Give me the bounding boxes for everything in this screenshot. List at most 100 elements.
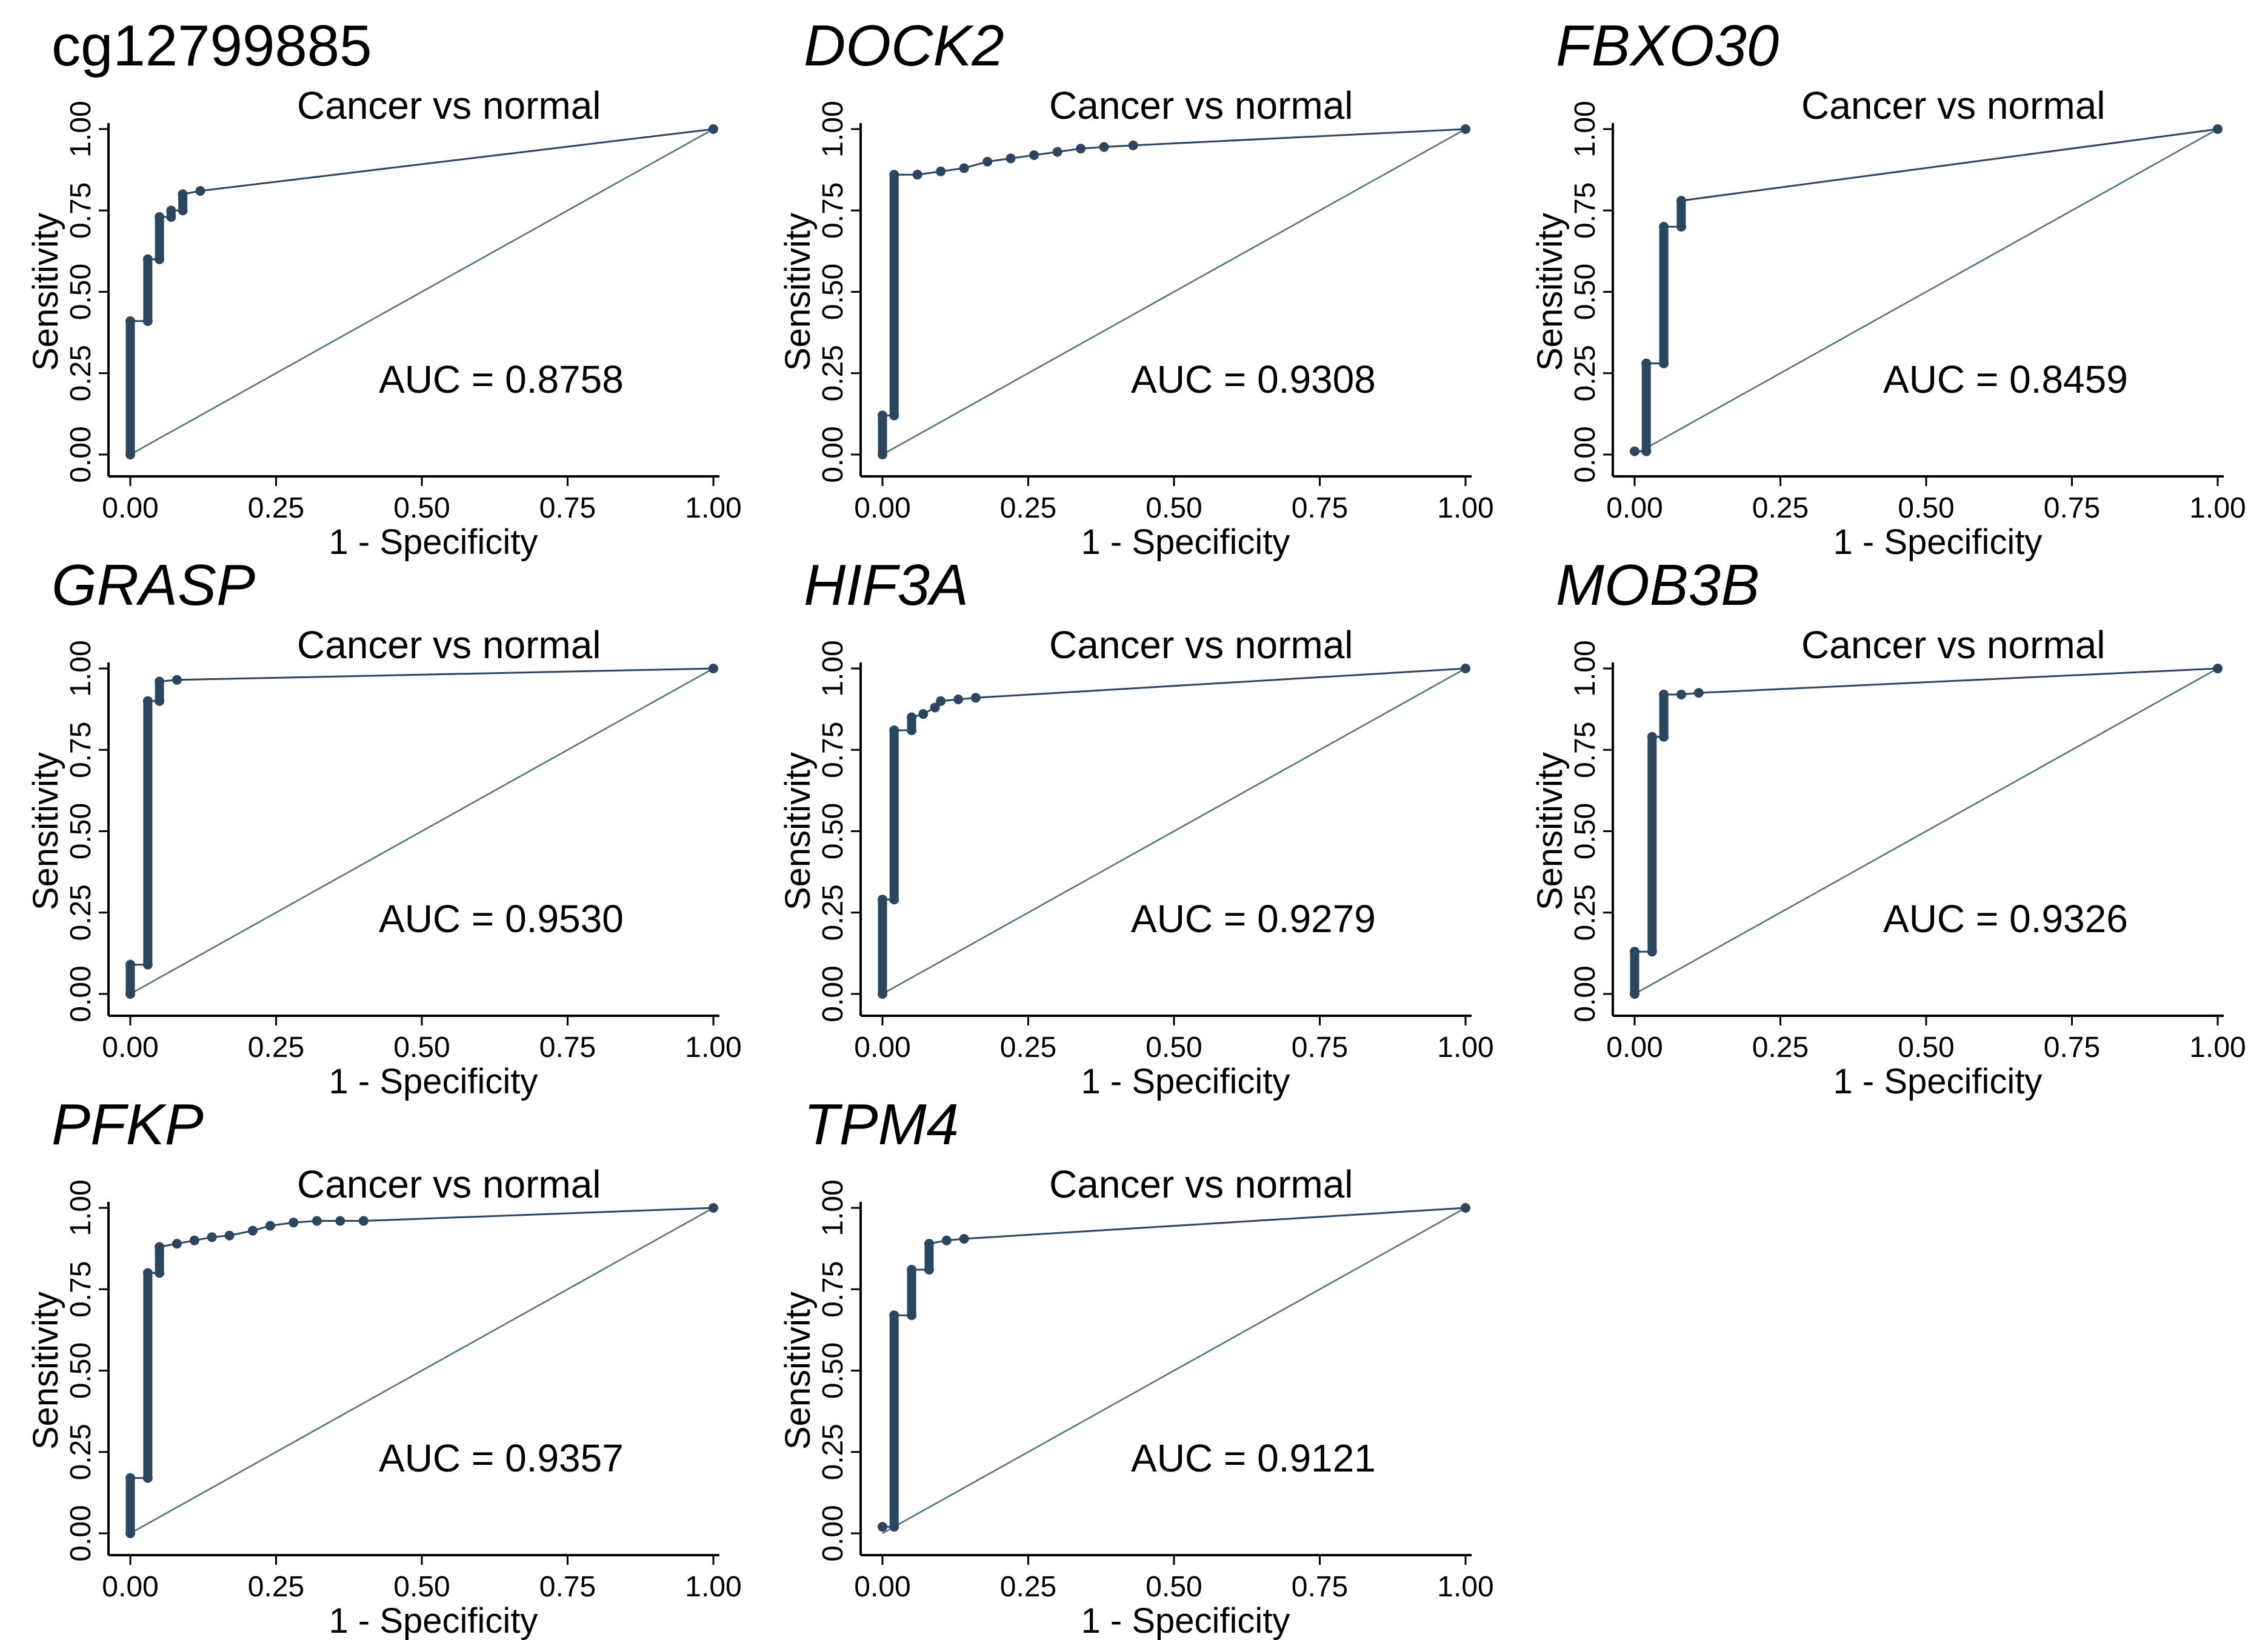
x-tick-label: 1.00	[1437, 492, 1493, 524]
x-axis-label: 1 - Specificity	[1081, 522, 1290, 562]
x-tick-label: 0.50	[393, 1571, 450, 1603]
panel-title: MOB3B	[1556, 553, 1759, 618]
panel-title: DOCK2	[804, 13, 1004, 78]
roc-point	[907, 1310, 917, 1321]
x-tick-label: 0.00	[854, 1032, 910, 1064]
roc-panel-dock2: DOCK2 Cancer vs normal 0.000.00 0.25 0.25 0.5…	[778, 13, 1494, 562]
x-tick-label: 0.75	[539, 1032, 596, 1064]
roc-point	[155, 696, 165, 706]
roc-point	[178, 205, 188, 216]
roc-point	[1029, 150, 1039, 160]
roc-point	[889, 725, 899, 736]
y-tick-label: 0.75	[817, 1261, 849, 1318]
x-tick-label: 1.00	[685, 492, 741, 524]
y-tick-label: 0.00	[65, 426, 97, 482]
y-tick-label: 0.25	[65, 1424, 97, 1480]
x-axis-label: 1 - Specificity	[1833, 1062, 2043, 1101]
y-tick-label: 0.75	[817, 722, 849, 778]
y-tick-label: 0.50	[817, 803, 849, 859]
roc-point	[1099, 142, 1109, 152]
roc-point	[335, 1216, 345, 1226]
y-axis-label: Sensitivity	[778, 213, 818, 371]
x-tick-label: 0.25	[1000, 1571, 1056, 1603]
roc-point	[1630, 947, 1639, 957]
y-axis-label: Sensitivity	[26, 213, 65, 371]
x-tick-label: 0.00	[102, 1571, 158, 1603]
y-tick-label: 0.25	[65, 345, 97, 401]
panel-subtitle: Cancer vs normal	[1801, 84, 2106, 127]
roc-point	[1659, 222, 1669, 232]
x-tick-label: 0.50	[1146, 1571, 1202, 1603]
y-axis-label: Sensitivity	[26, 1292, 65, 1450]
y-tick-label: 0.50	[65, 264, 97, 320]
y-tick-label: 1.00	[65, 1179, 97, 1236]
x-tick-label: 0.50	[1898, 1032, 1954, 1064]
roc-point	[1659, 732, 1669, 742]
y-axis-label: Sensitivity	[26, 752, 65, 910]
roc-point	[878, 450, 887, 459]
x-tick-label: 0.00	[1606, 492, 1663, 524]
roc-point	[265, 1221, 275, 1231]
roc-point	[959, 1234, 969, 1244]
roc-point	[878, 410, 887, 421]
x-tick-label: 0.25	[1000, 1032, 1056, 1064]
x-tick-label: 0.75	[1292, 1032, 1348, 1064]
y-tick-label: 0.75	[1569, 722, 1601, 778]
roc-point	[155, 676, 165, 687]
roc-point	[889, 1310, 899, 1321]
roc-point	[1647, 732, 1657, 742]
y-tick-label: 0.25	[817, 345, 849, 401]
y-tick-label: 0.50	[65, 1342, 97, 1399]
y-tick-label: 1.00	[817, 101, 849, 157]
roc-point	[1461, 664, 1470, 673]
roc-panel-pfkp: PFKP Cancer vs normal 0.000.00 0.25 0.25 0.50…	[26, 1092, 742, 1640]
panel-subtitle: Cancer vs normal	[1049, 84, 1353, 127]
roc-point	[982, 156, 993, 167]
roc-point	[953, 695, 964, 705]
roc-point	[907, 725, 917, 736]
roc-point	[1659, 689, 1669, 699]
y-tick-label: 1.00	[1569, 101, 1601, 157]
panel-subtitle: Cancer vs normal	[297, 84, 601, 127]
y-tick-label: 0.75	[65, 1261, 97, 1318]
roc-panel-fbxo30: FBXO30 Cancer vs normal 0.000.00 0.25 0.25 0.…	[1530, 13, 2246, 562]
roc-point	[1676, 689, 1686, 699]
x-axis-label: 1 - Specificity	[329, 1601, 538, 1640]
x-tick-label: 0.50	[1146, 1032, 1202, 1064]
roc-point	[142, 254, 153, 264]
roc-point	[1676, 196, 1686, 206]
roc-point	[918, 709, 929, 719]
y-tick-label: 0.50	[65, 803, 97, 859]
roc-point	[125, 316, 135, 326]
x-tick-label: 0.00	[854, 1571, 910, 1603]
reference-diagonal	[1634, 128, 2218, 456]
x-tick-label: 0.00	[102, 492, 158, 524]
roc-point	[125, 989, 135, 999]
roc-point	[1630, 989, 1639, 999]
y-tick-label: 0.75	[65, 182, 97, 239]
x-tick-label: 0.50	[1146, 492, 1202, 524]
x-tick-label: 0.75	[539, 1571, 596, 1603]
y-tick-label: 0.00	[1569, 965, 1601, 1022]
x-axis-label: 1 - Specificity	[1833, 522, 2043, 562]
y-tick-label: 0.50	[1569, 264, 1601, 320]
roc-point	[189, 1235, 199, 1245]
roc-point	[358, 1216, 369, 1226]
y-axis-label: Sensitivity	[1530, 752, 1570, 910]
panel-title: GRASP	[52, 553, 255, 618]
x-tick-label: 0.00	[1606, 1032, 1663, 1064]
x-axis-label: 1 - Specificity	[329, 1062, 538, 1101]
y-tick-label: 0.50	[817, 1342, 849, 1399]
x-tick-label: 0.75	[1292, 1571, 1348, 1603]
roc-point	[248, 1225, 258, 1236]
roc-point	[936, 696, 946, 706]
panel-title: FBXO30	[1556, 13, 1779, 78]
roc-point	[142, 316, 153, 326]
auc-label: AUC = 0.9357	[379, 1436, 624, 1480]
y-tick-label: 1.00	[65, 101, 97, 157]
roc-point	[2213, 664, 2223, 673]
roc-point	[125, 959, 135, 970]
roc-point	[970, 693, 981, 703]
roc-point	[142, 959, 153, 970]
x-tick-label: 0.75	[2044, 492, 2100, 524]
